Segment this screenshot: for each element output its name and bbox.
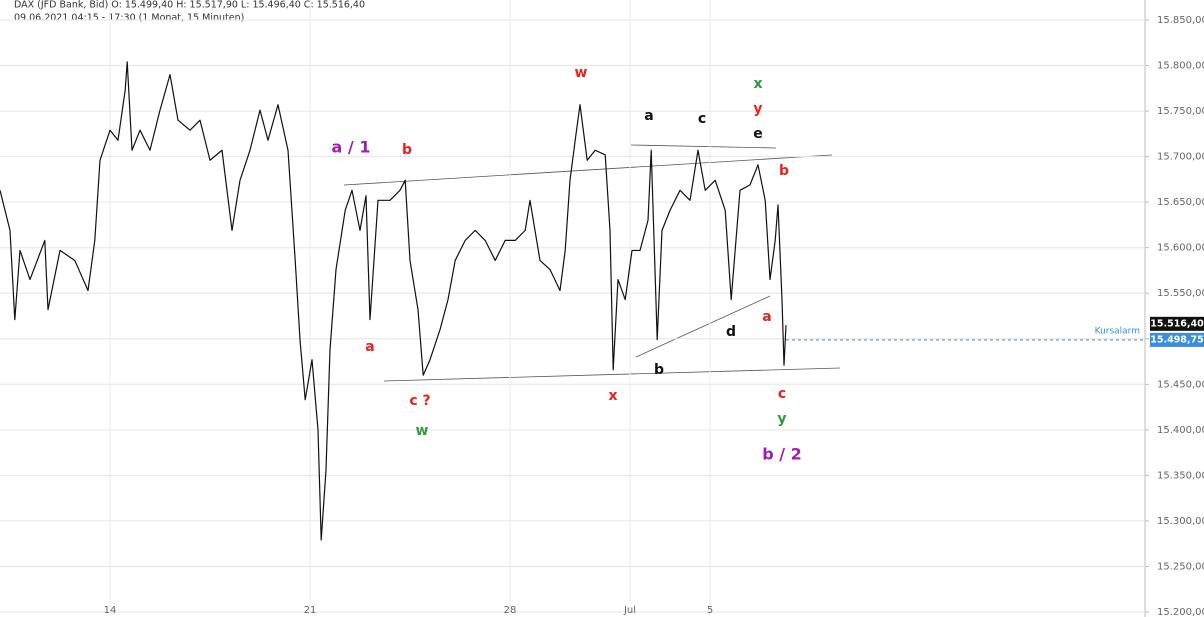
y-tick-label: 15.750,00 (1157, 106, 1204, 117)
wave-label: e (753, 126, 763, 142)
wave-label: a (365, 339, 374, 355)
y-tick-label: 15.700,00 (1157, 152, 1204, 163)
y-tick-label: 15.650,00 (1157, 197, 1204, 208)
y-tick-label: 15.800,00 (1157, 61, 1204, 72)
x-tick-label: 21 (304, 605, 317, 616)
wave-label: c (698, 111, 706, 127)
price-line (0, 61, 787, 541)
wave-label: x (753, 76, 762, 92)
y-tick-label: 15.250,00 (1157, 561, 1204, 572)
chart-title: DAX (JFD Bank, Bid) O: 15.499,40 H: 15.5… (14, 0, 365, 11)
trendline (343, 154, 833, 186)
wave-label: x (608, 388, 617, 404)
y-tick-label: 15.450,00 (1157, 379, 1204, 390)
y-tick-label: 15.600,00 (1157, 243, 1204, 254)
trendlines (343, 144, 841, 382)
trendline (383, 367, 841, 382)
y-tick-label: 15.200,00 (1157, 607, 1204, 617)
chart-subtitle: 09.06.2021 04:15 - 17:30 (1 Monat, 15 Mi… (14, 13, 244, 24)
y-tick-label: 15.550,00 (1157, 288, 1204, 299)
wave-label: b (402, 142, 412, 158)
wave-label: c ? (409, 393, 430, 409)
wave-label: c (778, 386, 786, 402)
x-tick-label: 14 (104, 605, 117, 616)
trendline (635, 295, 771, 358)
wave-label: b / 2 (762, 445, 802, 464)
wave-label: d (726, 324, 736, 340)
price-box (1150, 332, 1204, 347)
wave-label: y (753, 101, 762, 117)
alarm-label: Kursalarm (1095, 326, 1140, 336)
x-tick-label: 5 (707, 605, 713, 616)
wave-label: b (779, 163, 789, 179)
y-tick-label: 15.850,00 (1157, 15, 1204, 26)
wave-label: w (575, 65, 588, 81)
y-tick-label: 15.400,00 (1157, 425, 1204, 436)
wave-label: b (654, 362, 664, 378)
wave-label: a (762, 309, 771, 325)
wave-label: a / 1 (332, 138, 371, 157)
wave-label: a (644, 108, 653, 124)
y-tick-label: 15.350,00 (1157, 470, 1204, 481)
price-box (1150, 316, 1204, 331)
x-tick-label: Jul (623, 605, 636, 616)
price-box-label: 15.498,75 (1150, 334, 1204, 345)
wave-label: w (416, 423, 429, 439)
trendline (630, 144, 777, 149)
price-box-label: 15.516,40 (1150, 318, 1204, 329)
x-tick-label: 28 (504, 605, 517, 616)
wave-label: y (777, 411, 786, 427)
y-tick-label: 15.300,00 (1157, 516, 1204, 527)
